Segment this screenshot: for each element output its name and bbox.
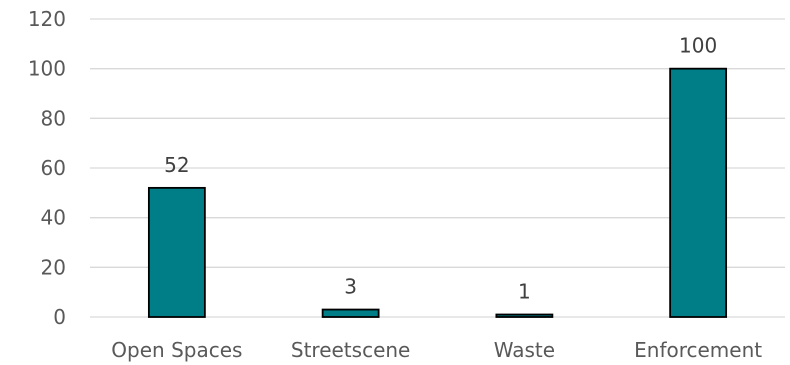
bar [321, 308, 380, 318]
x-category-label: Open Spaces [111, 338, 242, 362]
x-axis-categories: Open Spaces Streetscene Waste Enforcement [111, 338, 762, 362]
bar [669, 67, 728, 318]
data-label: 3 [344, 275, 357, 299]
y-tick-label: 20 [41, 255, 66, 279]
y-tick-label: 60 [41, 156, 66, 180]
data-label: 52 [164, 153, 189, 177]
gridlines [90, 18, 785, 318]
bar [495, 313, 554, 318]
y-tick-label: 100 [28, 57, 66, 81]
x-category-label: Waste [494, 338, 555, 362]
y-tick-label: 40 [41, 206, 66, 230]
bars [147, 67, 728, 318]
y-tick-label: 80 [41, 106, 66, 130]
data-labels: 52 3 1 100 [164, 34, 717, 304]
y-axis-ticks: 0 20 40 60 80 100 120 [28, 7, 66, 329]
x-category-label: Enforcement [634, 338, 762, 362]
y-tick-label: 0 [53, 305, 66, 329]
y-tick-label: 120 [28, 7, 66, 31]
data-label: 100 [679, 34, 717, 58]
bar [147, 186, 206, 318]
x-category-label: Streetscene [291, 338, 410, 362]
data-label: 1 [518, 280, 531, 304]
